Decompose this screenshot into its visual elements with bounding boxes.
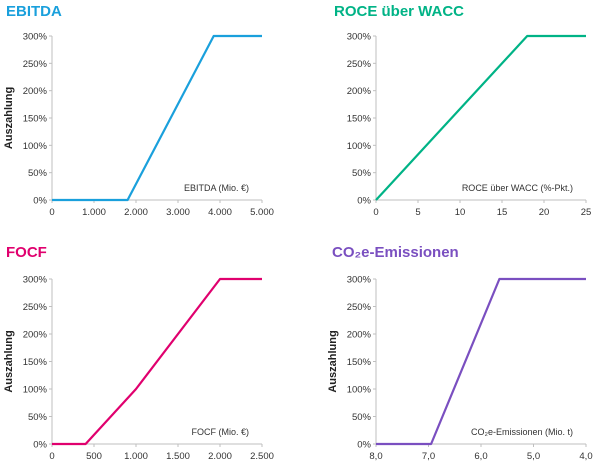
y-axis-label: Auszahlung: [3, 330, 15, 392]
y-tick-label: 250%: [23, 59, 48, 70]
series-line: [375, 34, 586, 201]
y-tick-label: 100%: [347, 385, 372, 396]
y-tick-label: 150%: [23, 114, 48, 125]
y-tick-label: 300%: [23, 275, 48, 286]
chart-title: CO₂e-Emissionen: [332, 244, 459, 261]
chart-title: EBITDA: [6, 3, 62, 20]
x-tick-label: 10: [455, 207, 466, 218]
chart-panel-co2: CO₂e-Emissionen 0% 50% 100% 150% 200% 250% 300…: [300, 234, 601, 468]
y-tick-label: 0%: [33, 440, 47, 451]
x-tick-label: 25: [581, 207, 592, 218]
x-tick-label: 0: [373, 207, 378, 218]
x-tick-label: 20: [539, 207, 550, 218]
y-tick-label: 200%: [23, 86, 48, 97]
y-tick-label: 300%: [347, 275, 372, 286]
x-tick-label: 15: [497, 207, 508, 218]
chart-panel-ebitda: EBITDA 0% 50% 100% 150% 200% 250% 300% 0 1.000 2.…: [0, 0, 300, 234]
x-axis-label: FOCF (Mio. €): [192, 427, 250, 437]
y-tick-label: 0%: [33, 196, 47, 207]
x-tick-label: 3.000: [166, 207, 190, 218]
y-tick-label: 250%: [347, 59, 372, 70]
chart-title: FOCF: [6, 244, 47, 261]
y-tick-label: 300%: [347, 32, 372, 43]
chart-svg: 0% 50% 100% 150% 200% 250% 300% 8,0 7,0 6,0 5,0 4,0…: [327, 275, 593, 463]
y-tick-label: 200%: [23, 330, 48, 341]
y-tick-label: 250%: [347, 302, 372, 313]
x-tick-label: 0: [49, 207, 54, 218]
x-axis-label: CO₂e-Emissionen (Mio. t): [471, 427, 573, 437]
chart-title: ROCE über WACC: [334, 3, 465, 20]
y-tick-label: 0%: [357, 196, 371, 207]
series-line: [376, 277, 586, 446]
y-tick-label: 200%: [347, 86, 372, 97]
y-tick-label: 50%: [28, 168, 48, 179]
x-tick-label: 4.000: [208, 207, 232, 218]
y-tick-label: 0%: [357, 440, 371, 451]
y-tick-label: 300%: [23, 32, 48, 43]
x-tick-label: 0: [49, 451, 54, 462]
y-axis-label: Auszahlung: [327, 330, 339, 392]
y-tick-label: 100%: [347, 141, 372, 152]
y-tick-label: 50%: [28, 412, 48, 423]
series-line: [52, 34, 262, 202]
y-axis-label: Auszahlung: [3, 87, 15, 149]
x-tick-label: 1.500: [166, 451, 190, 462]
x-axis-label: EBITDA (Mio. €): [184, 183, 249, 193]
x-tick-label: 7,0: [422, 451, 435, 462]
x-tick-label: 8,0: [369, 451, 382, 462]
y-tick-label: 250%: [23, 302, 48, 313]
x-tick-label: 1.000: [82, 207, 106, 218]
y-tick-label: 150%: [347, 357, 372, 368]
x-axis-label: ROCE über WACC (%-Pkt.): [462, 183, 573, 193]
y-tick-label: 100%: [23, 141, 48, 152]
x-tick-label: 6,0: [474, 451, 487, 462]
chart-svg: 0% 50% 100% 150% 200% 250% 300% 0 500 1.000 1.500 2…: [3, 275, 274, 463]
x-tick-label: 2.000: [124, 207, 148, 218]
x-tick-label: 5: [415, 207, 420, 218]
x-tick-label: 1.000: [124, 451, 148, 462]
x-tick-label: 500: [86, 451, 102, 462]
chart-panel-roce: ROCE über WACC 0% 50% 100% 150% 200% 250% 300%…: [300, 0, 601, 234]
y-tick-label: 50%: [352, 168, 372, 179]
y-tick-label: 150%: [347, 114, 372, 125]
x-tick-label: 2.000: [208, 451, 232, 462]
y-tick-label: 200%: [347, 330, 372, 341]
x-tick-label: 4,0: [579, 451, 592, 462]
x-tick-label: 5.000: [250, 207, 274, 218]
chart-svg: 0% 50% 100% 150% 200% 250% 300% 0 5 10 15 20 25 ROCE …: [347, 32, 592, 219]
y-tick-label: 150%: [23, 357, 48, 368]
y-tick-label: 100%: [23, 385, 48, 396]
x-tick-label: 5,0: [527, 451, 540, 462]
series-line: [52, 277, 262, 446]
chart-svg: 0% 50% 100% 150% 200% 250% 300% 0 1.000 2.000 3.00…: [3, 32, 274, 219]
y-tick-label: 50%: [352, 412, 372, 423]
x-tick-label: 2.500: [250, 451, 274, 462]
chart-panel-focf: FOCF 0% 50% 100% 150% 200% 250% 300% 0 500 1.000 1…: [0, 234, 300, 468]
